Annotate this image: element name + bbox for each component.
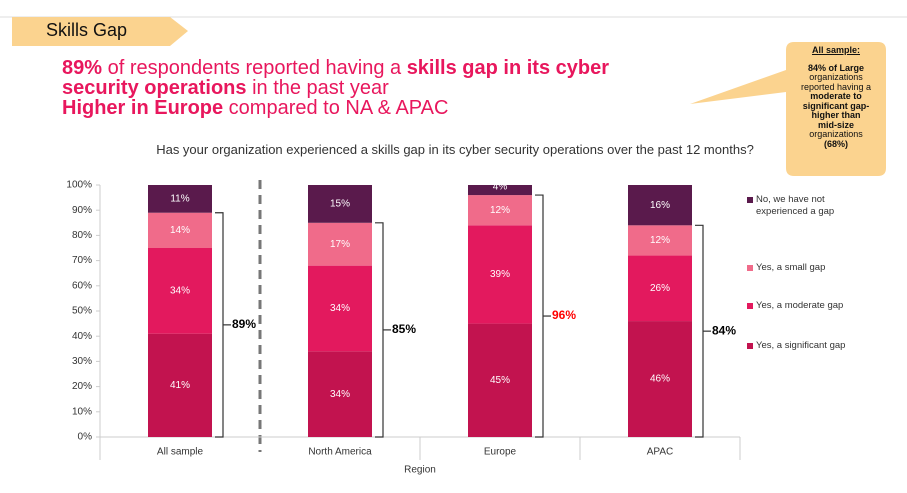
headline: 89% of respondents reported having a ski… [62,58,609,118]
legend-item: Yes, a moderate gap [747,300,866,312]
value-label: 14% [170,225,190,236]
bracket [535,194,544,438]
legend-swatch [747,197,753,203]
callout-text: moderate to [810,91,862,101]
x-axis-title: Region [404,465,436,476]
bar-segment [308,185,372,223]
value-label: 45% [490,375,510,386]
value-label: 12% [650,235,670,246]
bar-segment [468,323,532,437]
callout-text: organizations [809,72,863,82]
headline-text: security operations [62,77,247,99]
bar-segment [628,225,692,256]
headline-line: 89% of respondents reported having a ski… [62,58,609,78]
y-tick-label: 10% [72,406,92,417]
bar-segment [308,265,372,352]
bar-segment [468,225,532,324]
bracket [375,222,384,438]
callout-box [690,42,886,176]
legend-item: Yes, a significant gap [747,340,866,352]
value-label: 34% [170,285,190,296]
header-title: Skills Gap [46,20,127,40]
headline-text: of respondents reported having a [102,57,407,79]
headline-line: security operations in the past year [62,78,609,98]
x-tick-label: North America [308,447,372,458]
legend-label: Yes, a significant gap [756,340,846,351]
callout-text: mid-size [817,119,854,130]
callout-text: higher than [811,110,861,120]
callout-heading: All sample: [811,45,860,55]
legend-item: No, we have not experienced a gap [747,194,866,218]
callout-text: (68%) [823,138,848,149]
value-label: 15% [330,199,350,210]
callout: All sample: 84% of Large organizations repo… [786,45,886,149]
callout-text: organizations [809,129,863,139]
legend-label: No, we have not experienced a gap [756,194,835,217]
legend-swatch [747,343,753,349]
bar-segment [148,212,212,248]
callout-text: 84% of Large [807,62,865,73]
y-tick-label: 90% [72,205,92,216]
legend-label: Yes, a moderate gap [756,300,844,311]
bracket [695,224,704,438]
y-tick-label: 50% [72,306,92,317]
bar-segment [308,222,372,266]
value-label: 46% [650,374,670,385]
y-tick-label: 80% [72,230,92,241]
y-tick-label: 100% [66,180,92,191]
y-tick-label: 60% [72,280,92,291]
bar-segment [628,321,692,437]
bracket-label: 89% [232,317,256,331]
y-tick-label: 70% [72,255,92,266]
value-label: 11% [170,194,189,205]
value-label: 41% [170,380,190,391]
headline-text: 89% [62,57,103,79]
value-label: 39% [490,269,510,280]
chart-title: Has your organization experienced a skil… [156,142,754,157]
x-tick-label: APAC [647,447,674,458]
value-label: 16% [650,200,670,211]
legend-swatch [747,303,753,309]
y-tick-label: 30% [72,356,92,367]
legend-label: Yes, a small gap [756,262,826,273]
value-label: 34% [330,303,350,314]
bar-segment [148,333,212,437]
value-label: 26% [650,283,670,294]
value-label: 12% [490,205,510,216]
y-tick-label: 20% [72,381,92,392]
x-tick-label: All sample [157,447,204,458]
legend-item: Yes, a small gap [747,262,866,274]
bar-segment [628,255,692,322]
callout-text: significant gap- [802,100,870,111]
bar-segment [308,351,372,437]
headline-line: Higher in Europe compared to NA & APAC [62,98,609,118]
value-label: 4% [493,182,508,193]
value-label: 34% [330,389,350,400]
header-banner [12,17,188,46]
bracket-label: 85% [392,322,416,336]
bar-segment [468,185,532,196]
bracket-label: 96% [552,308,576,322]
y-tick-label: 40% [72,331,92,342]
headline-text: skills gap in its cyber [406,57,609,79]
headline-text: compared to NA & APAC [223,97,449,119]
bracket [215,212,224,438]
y-tick-label: 0% [78,432,93,443]
value-label: 17% [330,239,350,250]
bar-segment [148,185,212,213]
bracket-label: 84% [712,323,736,337]
bar-segment [628,185,692,226]
headline-text: Higher in Europe [62,97,224,119]
headline-text: in the past year [246,77,389,99]
callout-text: reported having a [800,81,872,92]
bar-segment [148,248,212,334]
legend-swatch [747,265,753,271]
x-tick-label: Europe [484,447,517,458]
bar-segment [468,195,532,226]
